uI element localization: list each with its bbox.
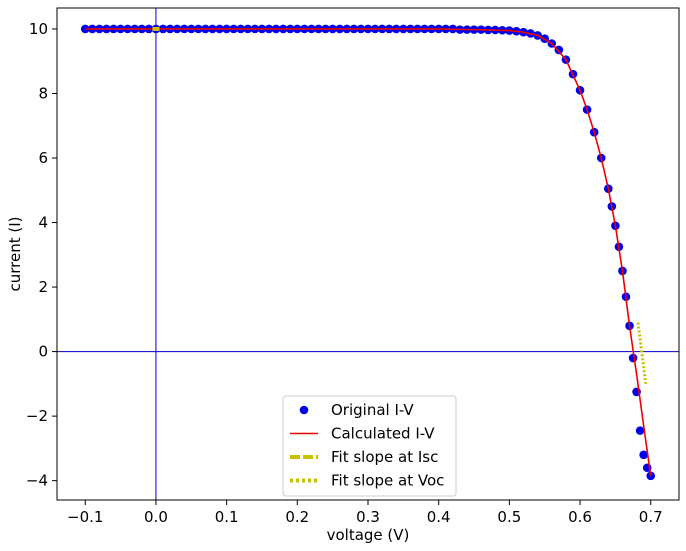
y-tick-label: 10 (29, 20, 48, 38)
legend-label: Fit slope at Isc (331, 448, 438, 466)
y-tick-label: 4 (38, 214, 48, 232)
data-point (80, 24, 90, 34)
y-tick-label: 8 (38, 84, 48, 102)
y-axis-ticks: −4 −2 0 2 4 6 8 10 (26, 20, 57, 490)
x-tick-label: 0.2 (285, 508, 309, 526)
x-tick-label: 0.1 (215, 508, 239, 526)
x-tick-label: 0.6 (568, 508, 592, 526)
y-tick-label: 2 (38, 278, 48, 296)
x-tick-label: 0.0 (144, 508, 168, 526)
data-point (635, 426, 645, 435)
legend-label: Calculated I-V (331, 425, 435, 443)
y-tick-label: −2 (26, 407, 48, 425)
x-tick-label: −0.1 (67, 508, 103, 526)
y-axis-label: current (I) (6, 216, 24, 291)
x-axis-label: voltage (V) (327, 526, 410, 544)
x-tick-label: 0.4 (427, 508, 451, 526)
series-calculated-iv (85, 28, 652, 476)
data-point (639, 450, 648, 460)
y-tick-label: −4 (26, 472, 48, 490)
series-fit-slope-voc (636, 322, 648, 385)
legend-entry: Fit slope at Isc (290, 448, 438, 466)
y-tick-label: 6 (38, 149, 48, 167)
legend-entry: Calculated I-V (290, 425, 435, 443)
y-tick-label: 0 (38, 343, 48, 361)
x-tick-label: 0.3 (356, 508, 380, 526)
x-tick-label: 0.5 (497, 508, 521, 526)
legend-entry: Fit slope at Voc (290, 472, 444, 490)
legend-label: Fit slope at Voc (331, 472, 444, 490)
legend-label: Original I-V (331, 401, 414, 419)
legend-marker (299, 405, 309, 415)
legend: Original I-V Calculated I-V Fit slope at I… (282, 395, 457, 497)
reference-lines (57, 8, 679, 500)
legend-entry: Original I-V (299, 401, 414, 419)
legend-box (282, 395, 457, 497)
x-axis-ticks: −0.1 0.0 0.1 0.2 0.3 0.4 0.5 0.6 0.7 (67, 500, 663, 526)
x-tick-label: 0.7 (639, 508, 663, 526)
data-point (554, 45, 564, 55)
series-layer (80, 24, 656, 481)
